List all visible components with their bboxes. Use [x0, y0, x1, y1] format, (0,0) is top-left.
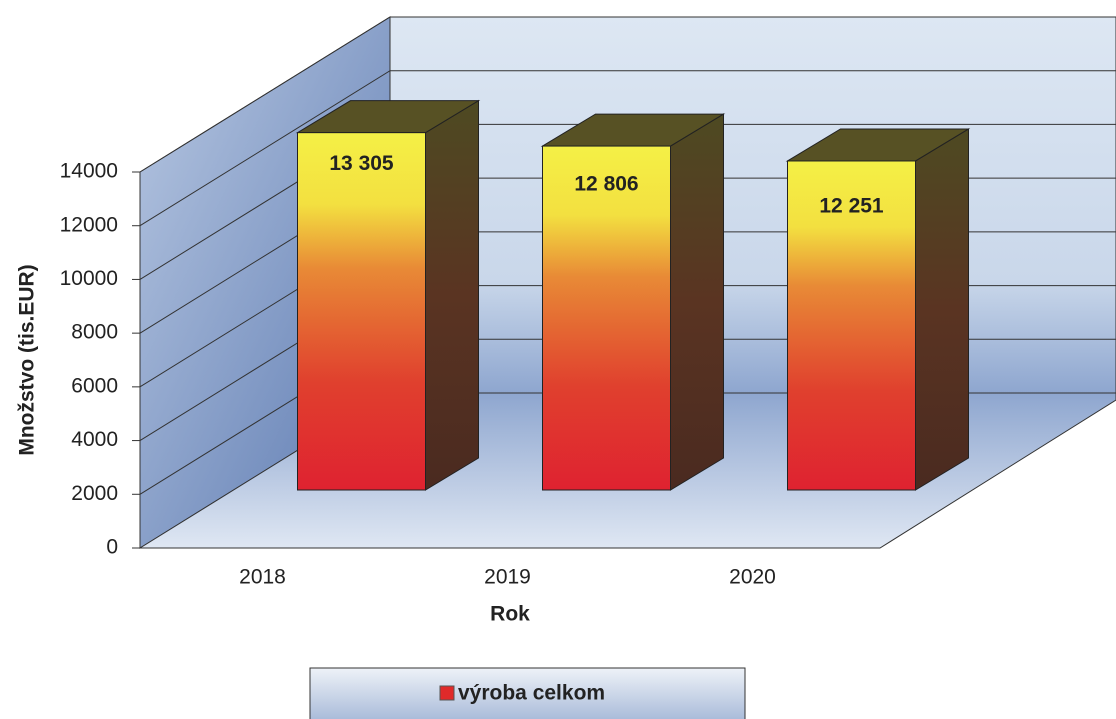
x-tick-label: 2020 [729, 566, 776, 589]
y-tick-label: 4000 [71, 428, 118, 451]
grid-line [139, 70, 1116, 227]
bar [542, 145, 671, 491]
bar [787, 160, 916, 491]
y-tick-label: 12000 [60, 213, 118, 236]
x-tick-label: 2019 [484, 566, 531, 589]
y-axis-label: Množstvo (tis.EUR) [16, 264, 39, 455]
value-label: 12 806 [574, 173, 638, 196]
bars: 13 305 12 806 12 251 [295, 99, 971, 491]
grid-line [139, 16, 1116, 173]
y-tick-label: 0 [106, 536, 118, 559]
value-label: 12 251 [819, 195, 884, 218]
legend [309, 667, 746, 719]
bar [297, 132, 426, 491]
y-tick-label: 6000 [71, 374, 118, 397]
y-tick-label: 8000 [71, 321, 118, 344]
y-tick-label: 14000 [60, 160, 118, 183]
y-tick-label: 10000 [60, 267, 118, 290]
value-label: 13 305 [329, 152, 394, 175]
bar-side [915, 128, 969, 491]
legend-label: výroba celkom [458, 682, 605, 705]
x-tick-label: 2018 [239, 566, 286, 589]
legend-swatch [439, 685, 455, 701]
bar-side [670, 113, 724, 491]
back-wall [389, 16, 1116, 394]
x-axis-label: Rok [490, 603, 530, 626]
bar-side [425, 99, 479, 491]
y-tick-label: 2000 [71, 482, 118, 505]
